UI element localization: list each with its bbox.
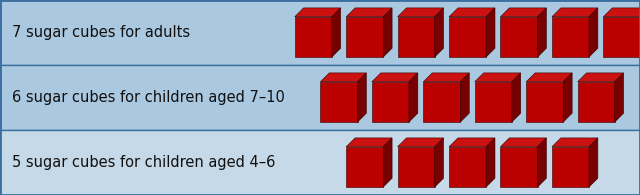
Polygon shape — [397, 138, 444, 147]
Polygon shape — [294, 17, 332, 57]
Polygon shape — [332, 8, 340, 57]
Polygon shape — [397, 8, 444, 17]
Polygon shape — [604, 17, 640, 57]
Polygon shape — [526, 73, 572, 82]
Polygon shape — [460, 73, 469, 122]
Bar — [0, 0, 640, 65]
Polygon shape — [449, 8, 495, 17]
Bar — [0, 130, 640, 195]
Polygon shape — [346, 138, 392, 147]
Polygon shape — [346, 8, 392, 17]
Polygon shape — [538, 138, 547, 187]
Polygon shape — [614, 73, 623, 122]
Polygon shape — [552, 17, 589, 57]
Polygon shape — [449, 17, 486, 57]
Polygon shape — [512, 73, 521, 122]
Polygon shape — [552, 138, 598, 147]
Text: 7 sugar cubes for adults: 7 sugar cubes for adults — [12, 25, 190, 40]
Polygon shape — [383, 138, 392, 187]
Polygon shape — [552, 8, 598, 17]
Polygon shape — [604, 8, 640, 17]
Polygon shape — [346, 147, 383, 187]
Polygon shape — [552, 147, 589, 187]
Polygon shape — [397, 147, 435, 187]
Polygon shape — [449, 147, 486, 187]
Polygon shape — [397, 17, 435, 57]
Polygon shape — [383, 8, 392, 57]
Polygon shape — [500, 17, 538, 57]
Polygon shape — [435, 8, 444, 57]
Polygon shape — [563, 73, 572, 122]
Polygon shape — [449, 138, 495, 147]
Polygon shape — [578, 73, 623, 82]
Text: 5 sugar cubes for children aged 4–6: 5 sugar cubes for children aged 4–6 — [12, 155, 275, 170]
Polygon shape — [321, 73, 366, 82]
Polygon shape — [589, 8, 598, 57]
Polygon shape — [486, 8, 495, 57]
Polygon shape — [435, 138, 444, 187]
Text: 6 sugar cubes for children aged 7–10: 6 sugar cubes for children aged 7–10 — [12, 90, 285, 105]
Polygon shape — [409, 73, 418, 122]
Polygon shape — [500, 8, 547, 17]
Polygon shape — [578, 82, 614, 122]
Polygon shape — [294, 8, 340, 17]
Polygon shape — [500, 147, 538, 187]
Polygon shape — [589, 138, 598, 187]
Polygon shape — [423, 82, 460, 122]
Polygon shape — [486, 138, 495, 187]
Bar — [0, 65, 640, 130]
Polygon shape — [475, 82, 512, 122]
Polygon shape — [538, 8, 547, 57]
Polygon shape — [358, 73, 366, 122]
Polygon shape — [500, 138, 547, 147]
Polygon shape — [372, 82, 409, 122]
Polygon shape — [372, 73, 418, 82]
Polygon shape — [346, 17, 383, 57]
Polygon shape — [526, 82, 563, 122]
Polygon shape — [475, 73, 521, 82]
Polygon shape — [423, 73, 469, 82]
Polygon shape — [321, 82, 358, 122]
